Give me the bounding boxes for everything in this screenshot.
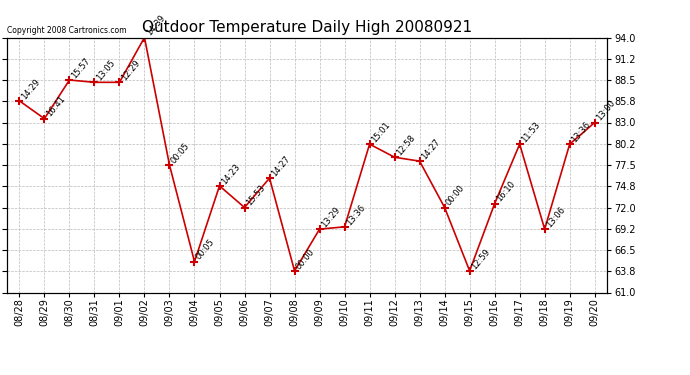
Text: 14:39: 14:39: [144, 13, 167, 38]
Text: 14:23: 14:23: [219, 162, 242, 186]
Text: 00:00: 00:00: [444, 183, 466, 207]
Text: 13:36: 13:36: [570, 120, 592, 144]
Text: 14:27: 14:27: [270, 154, 292, 178]
Text: 15:53: 15:53: [244, 183, 267, 207]
Text: 00:05: 00:05: [170, 141, 192, 165]
Text: 16:10: 16:10: [495, 180, 517, 204]
Text: 13:05: 13:05: [95, 58, 117, 82]
Text: 13:36: 13:36: [344, 202, 367, 227]
Text: 15:57: 15:57: [70, 56, 92, 80]
Text: 12:59: 12:59: [470, 247, 492, 271]
Text: 14:29: 14:29: [19, 77, 41, 101]
Text: 13:29: 13:29: [319, 205, 342, 229]
Text: Copyright 2008 Cartronics.com: Copyright 2008 Cartronics.com: [7, 26, 126, 35]
Text: 13:00: 13:00: [595, 98, 617, 123]
Text: 15:01: 15:01: [370, 120, 392, 144]
Text: 16:41: 16:41: [44, 94, 67, 118]
Text: 12:29: 12:29: [119, 58, 141, 82]
Text: 13:06: 13:06: [544, 205, 567, 229]
Text: 11:53: 11:53: [520, 120, 542, 144]
Text: 00:05: 00:05: [195, 238, 217, 262]
Text: 00:00: 00:00: [295, 247, 317, 271]
Text: 14:27: 14:27: [420, 137, 442, 161]
Title: Outdoor Temperature Daily High 20080921: Outdoor Temperature Daily High 20080921: [142, 20, 472, 35]
Text: 12:58: 12:58: [395, 133, 417, 157]
